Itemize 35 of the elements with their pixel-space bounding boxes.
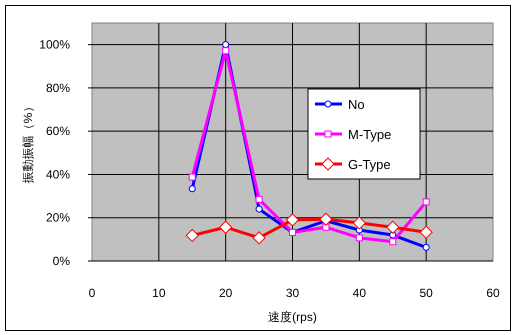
x-tick-label: 50 <box>419 286 434 300</box>
x-axis-title: 速度(rps) <box>268 310 317 324</box>
point <box>186 228 199 242</box>
point <box>422 244 430 251</box>
x-tick-label: 60 <box>486 286 500 300</box>
point <box>422 198 430 206</box>
point <box>319 212 332 226</box>
x-tick-label: 0 <box>88 286 96 300</box>
x-tick-label: 30 <box>286 286 300 300</box>
point <box>386 220 400 234</box>
legend-label: M-Type <box>348 127 392 142</box>
legend-label: G-Type <box>348 157 391 172</box>
point <box>352 216 366 230</box>
y-tick-label: 100% <box>39 38 70 52</box>
point <box>420 226 433 239</box>
point <box>286 213 299 226</box>
x-tick-label: 20 <box>218 286 233 300</box>
point <box>219 220 232 234</box>
y-tick-label: 60% <box>46 124 70 138</box>
point <box>188 185 196 192</box>
point <box>222 47 230 54</box>
y-tick-label: 40% <box>46 167 70 182</box>
y-tick-label: 80% <box>46 80 70 95</box>
y-tick-label: 0% <box>52 254 70 268</box>
x-tick-label: 40 <box>352 286 366 300</box>
x-tick-label: 10 <box>152 286 166 300</box>
point <box>356 234 363 242</box>
point <box>252 231 266 244</box>
point <box>256 196 263 203</box>
point <box>188 174 196 181</box>
y-tick-label: 20% <box>46 210 70 225</box>
point <box>256 206 263 213</box>
point <box>389 238 396 246</box>
legend-label: No <box>348 97 365 112</box>
y-axis-title: 振動振幅（%） <box>21 100 35 184</box>
